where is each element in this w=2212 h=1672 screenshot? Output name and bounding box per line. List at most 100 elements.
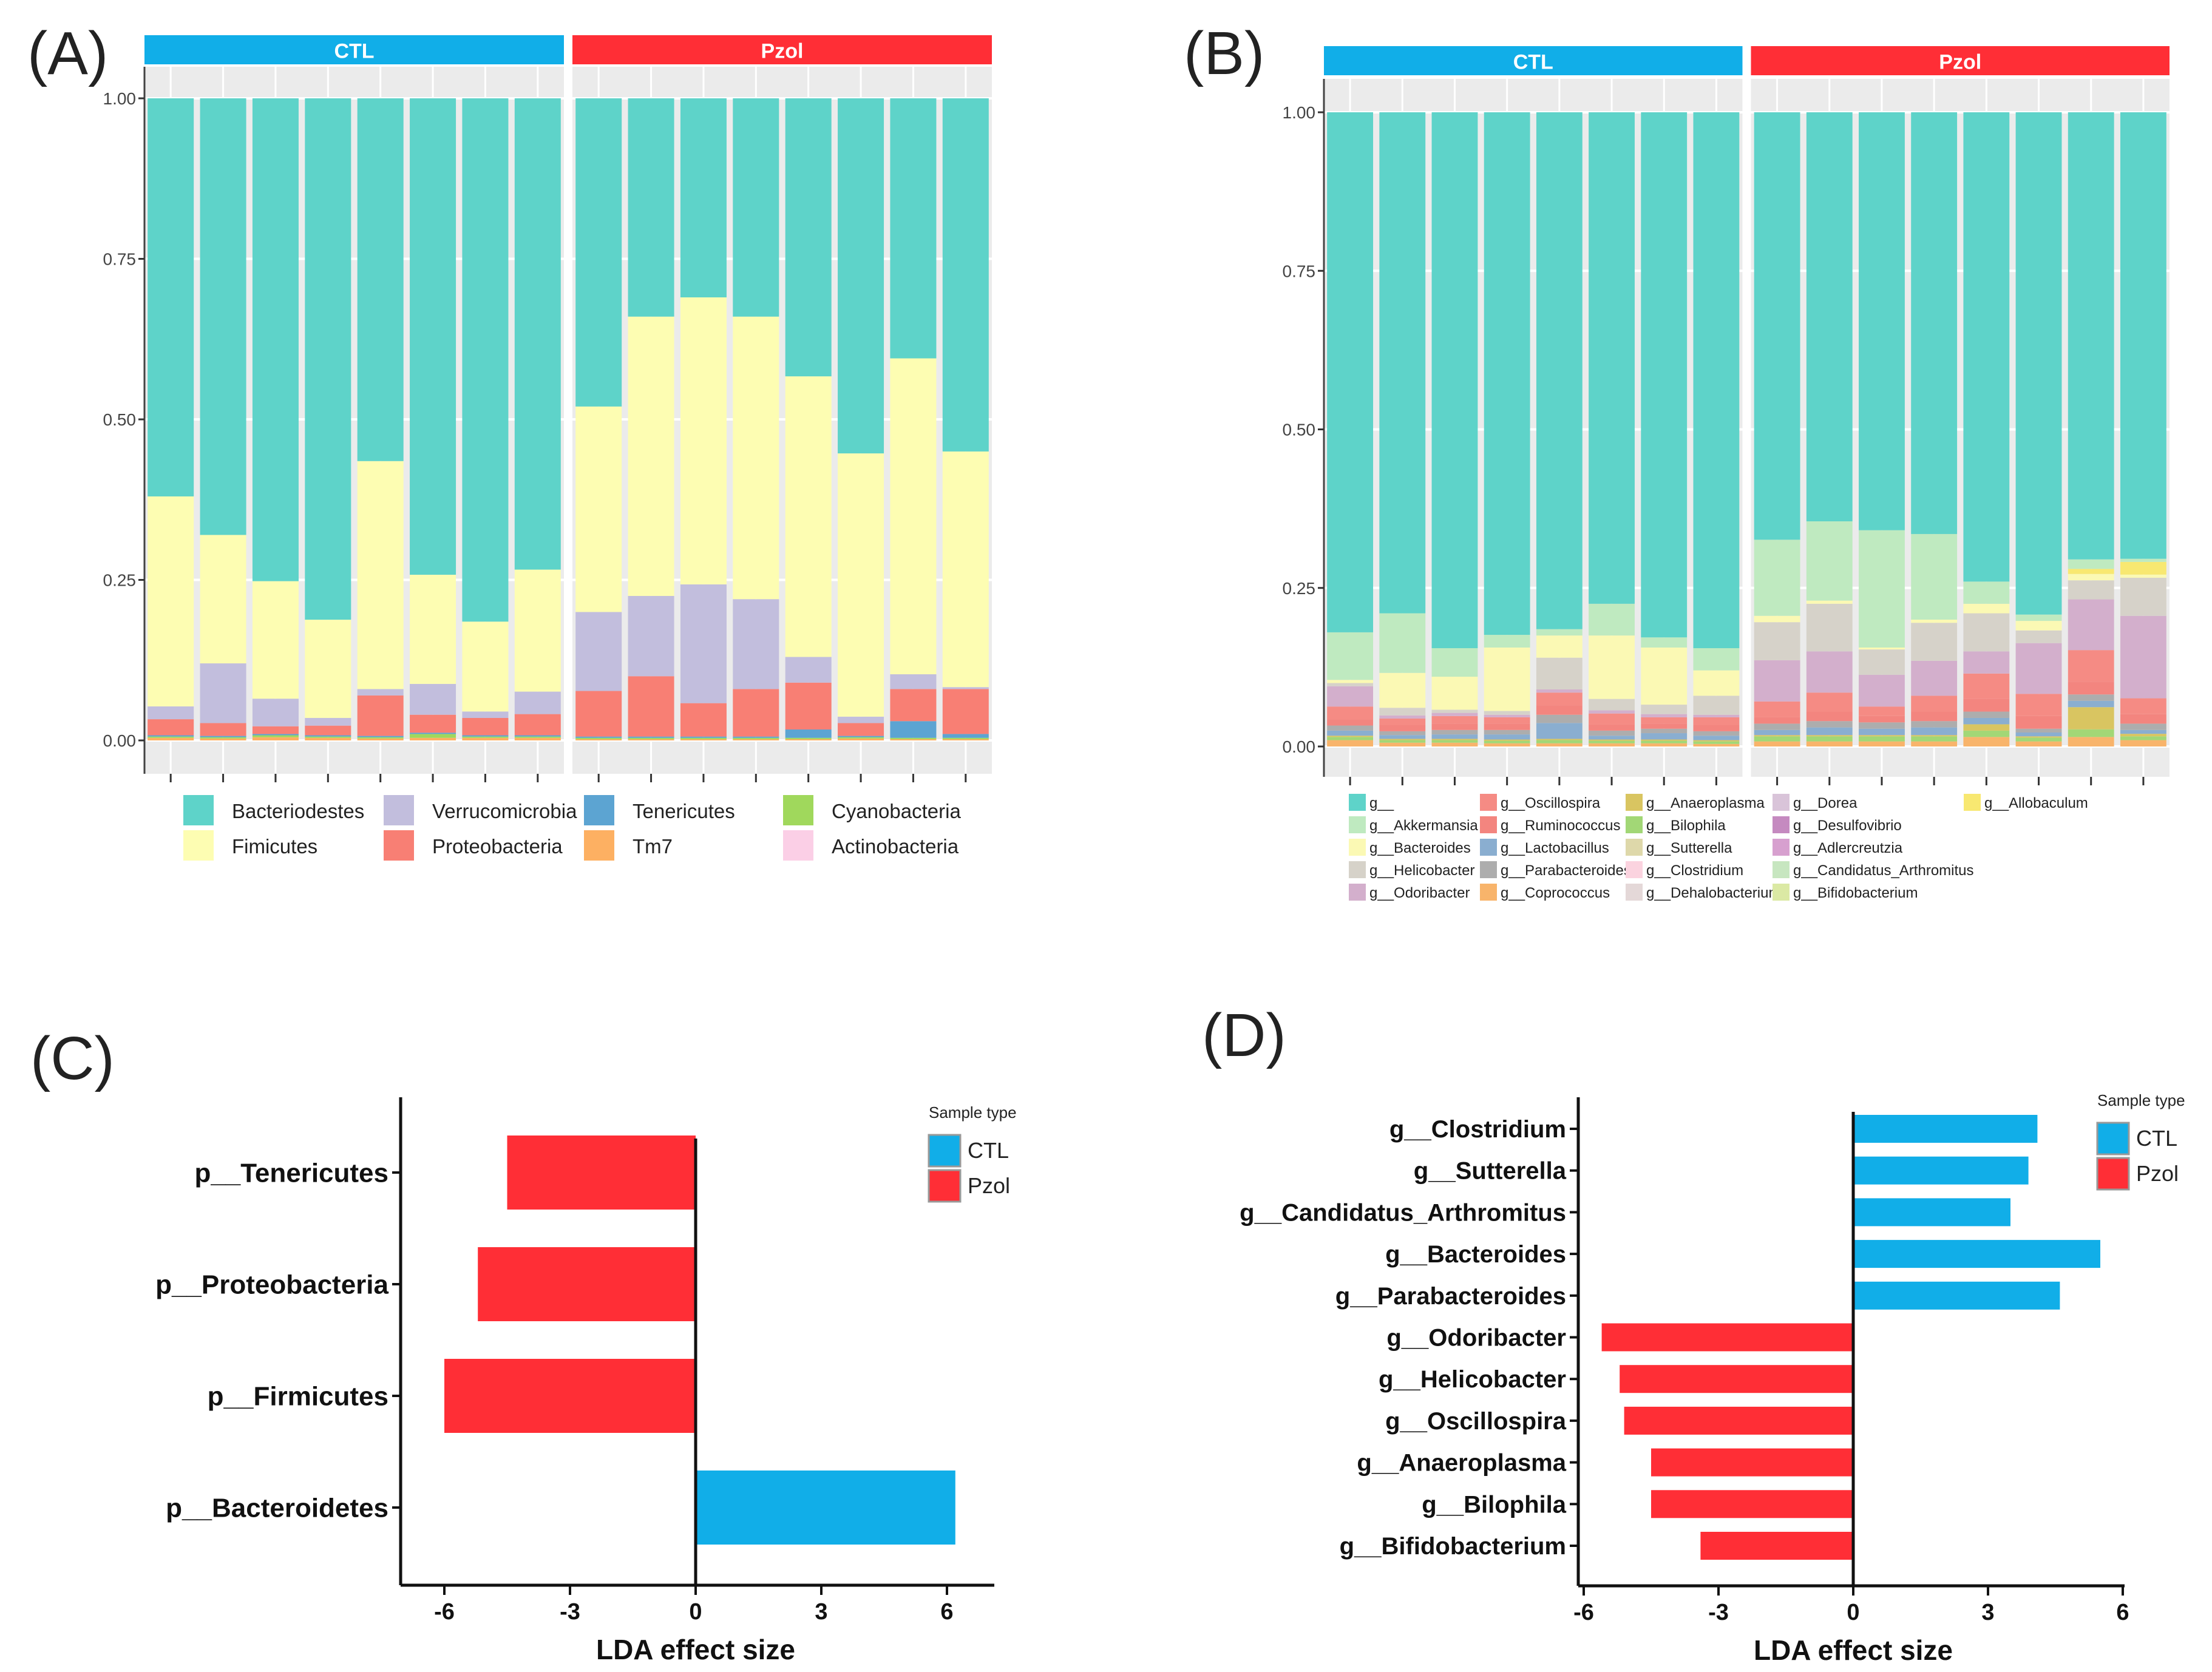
bar-segment [1379,731,1426,736]
legend-label: g__Helicobacter [1369,862,1474,879]
bar-segment [1754,735,1800,737]
bar-segment [1327,736,1374,737]
bar-segment [1536,692,1583,706]
bar-segment [1911,623,1958,661]
bar-segment [575,739,622,740]
category-label: p__Proteobacteria [155,1270,388,1299]
panel-label-d: (D) [1202,1001,1286,1069]
bar-segment [890,98,937,359]
bar-segment [148,735,194,737]
category-label: g__Parabacteroides [1335,1283,1566,1310]
bar-segment [252,734,299,736]
lda-bar [1853,1156,2029,1185]
category-label: g__Clostridium [1389,1116,1566,1143]
legend-swatch [1773,816,1790,833]
bar-segment [1754,736,1800,742]
bar-segment [462,711,509,718]
bar-segment [1536,689,1583,693]
bar-segment [1484,112,1530,635]
bar-segment [575,691,622,737]
bar-segment [1754,622,1800,660]
bar-segment [1327,730,1374,736]
bar-segment [733,739,779,740]
legend-swatch [1773,861,1790,878]
bar-segment [733,689,779,737]
bar-segment [2068,694,2114,701]
bar-segment [252,699,299,726]
bar-segment [575,98,622,407]
bar-segment [575,612,622,691]
bar-segment [2120,729,2166,734]
bar-segment [1327,737,1374,740]
legend-swatch [1773,839,1790,856]
bar-segment [1963,581,2010,604]
bar-segment [680,736,727,738]
bar-segment [1859,112,1905,530]
bar-segment [628,595,674,677]
bar-segment [1589,743,1635,746]
bar-segment [628,316,674,596]
bar-segment [2015,643,2062,694]
lda-bar [1651,1490,1853,1518]
bar-segment [148,736,194,738]
bar-segment [680,584,727,703]
bar-segment [2068,559,2114,569]
legend-swatch [1480,794,1497,811]
bar-segment [305,735,351,737]
bar-segment [890,674,937,689]
legend-label: g__Ruminococcus [1501,817,1620,834]
x-tick-label: -6 [434,1599,455,1625]
bar-segment [1693,731,1740,736]
bar-segment [1963,603,2010,614]
x-tick-label: 3 [1981,1600,1994,1625]
x-axis-label: LDA effect size [1754,1634,1953,1666]
bar-segment [148,719,194,736]
bar-segment [1641,647,1688,705]
bar-segment [2015,737,2062,742]
bar-segment [838,737,884,739]
bar-segment [462,98,509,622]
bar-segment [1963,112,2010,582]
lda-bar [1853,1281,2060,1310]
bar-segment [1693,725,1740,731]
legend-label: g__Odoribacter [1369,885,1470,901]
bar-segment [890,358,937,675]
legend-label: g__Anaeroplasma [1646,795,1765,811]
bar-segment [1589,635,1635,699]
bar-segment [2068,599,2114,651]
bar-segment [1536,629,1583,636]
bar-segment [2120,574,2166,578]
bar-segment [628,736,674,738]
legend-swatch [1349,816,1366,833]
bar-segment [1806,651,1853,693]
bar-segment [942,737,989,739]
bar-segment [1431,712,1478,716]
bar-segment [1379,725,1426,731]
chart-c: p__Tenericutes p__Proteobacteria p__Firmic… [155,1097,1017,1665]
bar-segment [838,738,884,740]
bar-segment [305,620,351,718]
bar-segment [410,575,456,684]
lda-bar [1601,1323,1853,1352]
bar-segment [514,98,561,570]
legend-swatch [183,795,214,825]
bar-segment [1693,696,1740,715]
bar-segment [1589,739,1635,741]
bar-segment [305,98,351,620]
legend-label: Pzol [2136,1161,2179,1186]
bar-segment [1859,741,1905,746]
bar-segment [1859,716,1905,723]
legend-swatch [1964,794,1981,811]
lda-bar [1700,1532,1853,1560]
y-tick-label: 1.00 [1283,103,1316,122]
legend-label: g__Parabacteroides [1501,862,1631,879]
bar-segment [1806,721,1853,728]
x-tick-label: 6 [2116,1600,2129,1625]
category-label: g__Sutterella [1414,1158,1567,1185]
bar-segment [1431,716,1478,724]
bar-segment [1536,705,1583,715]
bar-segment [2068,707,2114,729]
x-tick-label: 0 [1847,1600,1859,1625]
bar-segment [410,683,456,715]
x-tick-label: 6 [940,1599,953,1625]
